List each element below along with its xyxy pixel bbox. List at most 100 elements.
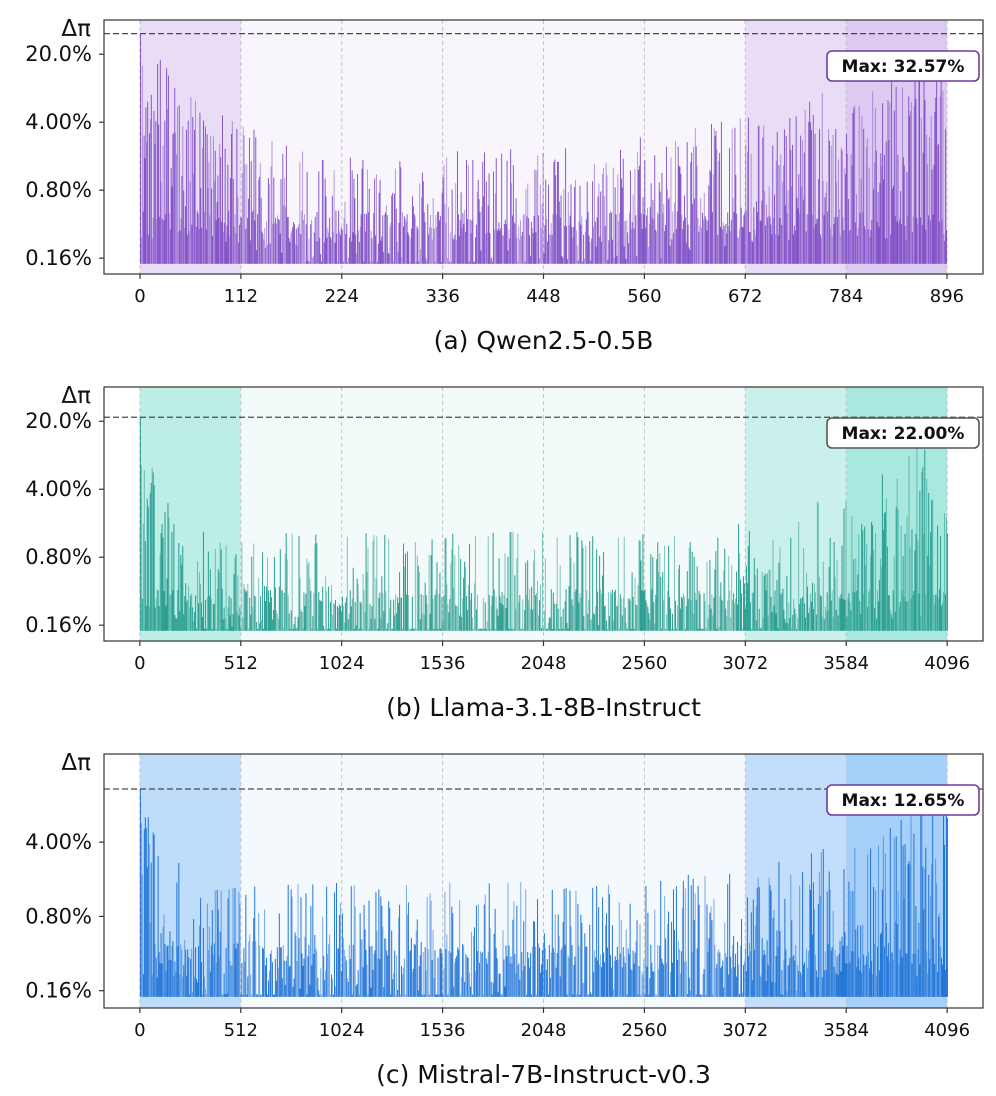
bar [647, 606, 649, 631]
bar [190, 958, 192, 997]
bar [659, 191, 661, 264]
bar [724, 922, 726, 997]
bar [157, 64, 159, 264]
bar [279, 549, 281, 631]
bar [558, 201, 560, 264]
bar [752, 592, 754, 631]
bar [554, 628, 556, 631]
bar [235, 554, 237, 631]
bar [550, 952, 552, 997]
bar [203, 976, 205, 997]
bar [838, 596, 840, 631]
bar [576, 245, 578, 264]
bar [295, 935, 297, 997]
bar [172, 941, 174, 997]
bar [823, 215, 825, 264]
bar [665, 146, 667, 264]
bar [564, 944, 566, 997]
bar [405, 221, 407, 264]
bar [650, 183, 652, 264]
bar [604, 605, 607, 631]
bar [625, 258, 627, 264]
bar [490, 605, 492, 631]
bar [855, 222, 857, 264]
bar [688, 247, 690, 264]
bar [642, 974, 644, 997]
bar [214, 890, 216, 997]
bar [250, 974, 252, 997]
bar [419, 183, 421, 264]
bar [257, 628, 259, 631]
bar [853, 559, 855, 631]
bar [266, 994, 269, 997]
bar [208, 595, 210, 631]
bar [566, 994, 568, 997]
bar [427, 949, 429, 997]
bar [270, 950, 272, 997]
bar [930, 896, 932, 997]
bar [641, 590, 643, 631]
bar [312, 255, 314, 264]
bar [719, 952, 721, 997]
bar [418, 966, 420, 997]
bar [799, 213, 801, 264]
bar [298, 223, 300, 264]
bar [387, 252, 389, 264]
bar [152, 472, 154, 631]
bar [595, 246, 597, 264]
bar [942, 797, 945, 997]
bar [844, 168, 846, 264]
bar [245, 894, 247, 997]
bar [321, 994, 323, 997]
bar [525, 562, 527, 631]
bar [768, 877, 770, 997]
bar [390, 599, 392, 631]
bar [400, 167, 402, 264]
bar [410, 628, 412, 631]
bar [170, 594, 172, 631]
bar [622, 597, 624, 631]
bar [292, 226, 294, 264]
bar [161, 963, 163, 997]
bar [372, 261, 374, 264]
bar [289, 965, 291, 997]
bar [732, 197, 734, 264]
bar [339, 234, 341, 264]
bar [237, 943, 239, 997]
bar [277, 219, 279, 264]
bar [660, 257, 662, 264]
bar [806, 572, 808, 631]
bar [783, 165, 785, 264]
bar [411, 596, 413, 631]
bar [708, 604, 710, 631]
bar [366, 169, 368, 264]
bar [435, 994, 437, 997]
bar [248, 628, 250, 631]
bar [912, 953, 914, 997]
bar [596, 886, 598, 997]
bar [745, 144, 747, 264]
bar [752, 899, 754, 997]
bar [576, 994, 578, 997]
bar [176, 106, 178, 264]
bar [922, 467, 924, 631]
bar [610, 210, 612, 264]
bar [468, 261, 470, 264]
bar [884, 512, 886, 631]
bar [427, 628, 429, 631]
bar [572, 994, 574, 997]
bar [880, 932, 882, 997]
bar [668, 197, 670, 264]
bar [792, 956, 794, 997]
bar [838, 209, 840, 264]
bar [841, 936, 843, 997]
bar [357, 230, 359, 264]
bar [864, 965, 866, 997]
bar [681, 214, 683, 264]
bar [424, 582, 426, 631]
bar [295, 628, 297, 631]
bar [802, 596, 804, 631]
bar [474, 261, 476, 264]
bar [906, 953, 908, 997]
bar [794, 960, 796, 997]
